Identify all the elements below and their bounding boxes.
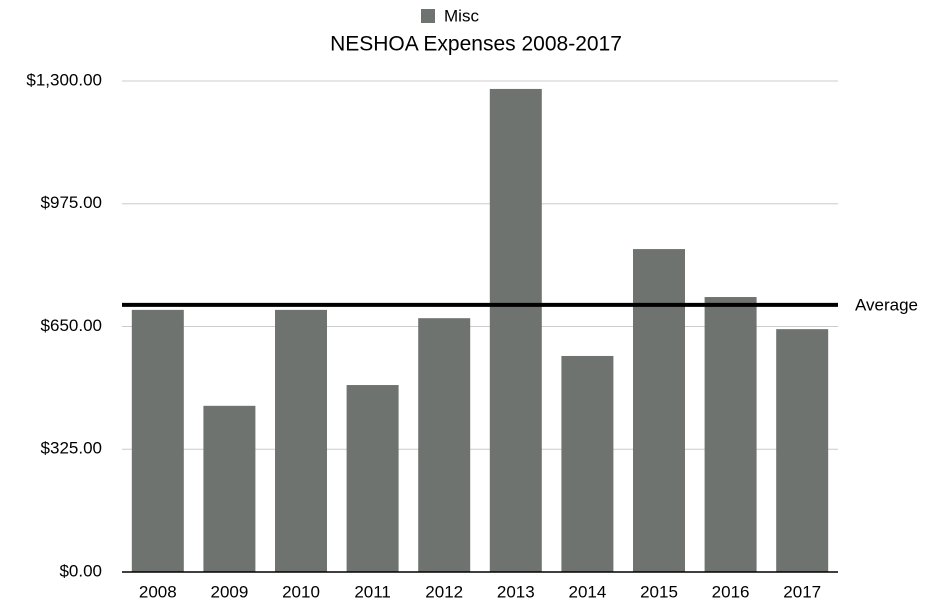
y-tick-label: $1,300.00 [26,70,102,89]
x-tick-label: 2013 [497,582,535,601]
bar [346,385,399,572]
x-tick-label: 2016 [712,582,750,601]
bar [418,318,471,572]
legend-swatch [421,9,435,23]
y-tick-label: $975.00 [41,193,102,212]
x-tick-label: 2008 [139,582,177,601]
y-tick-label: $325.00 [41,439,102,458]
x-tick-label: 2015 [640,582,678,601]
x-tick-label: 2017 [783,582,821,601]
bar [131,309,184,572]
bar [633,249,685,573]
x-tick-label: 2010 [282,582,320,601]
x-tick-label: 2009 [210,582,248,601]
x-tick-label: 2012 [425,582,463,601]
bar [776,329,829,572]
bar [561,355,614,572]
average-label: Average [855,295,918,314]
y-tick-label: $0.00 [59,561,102,580]
chart-title: NESHOA Expenses 2008-2017 [330,33,622,56]
bar [275,309,327,572]
x-tick-label: 2014 [568,582,606,601]
bar [489,88,542,572]
bar [203,405,256,572]
legend-label: Misc [444,6,479,25]
x-tick-label: 2011 [354,582,391,601]
y-tick-label: $650.00 [41,316,102,335]
bar [704,297,757,572]
